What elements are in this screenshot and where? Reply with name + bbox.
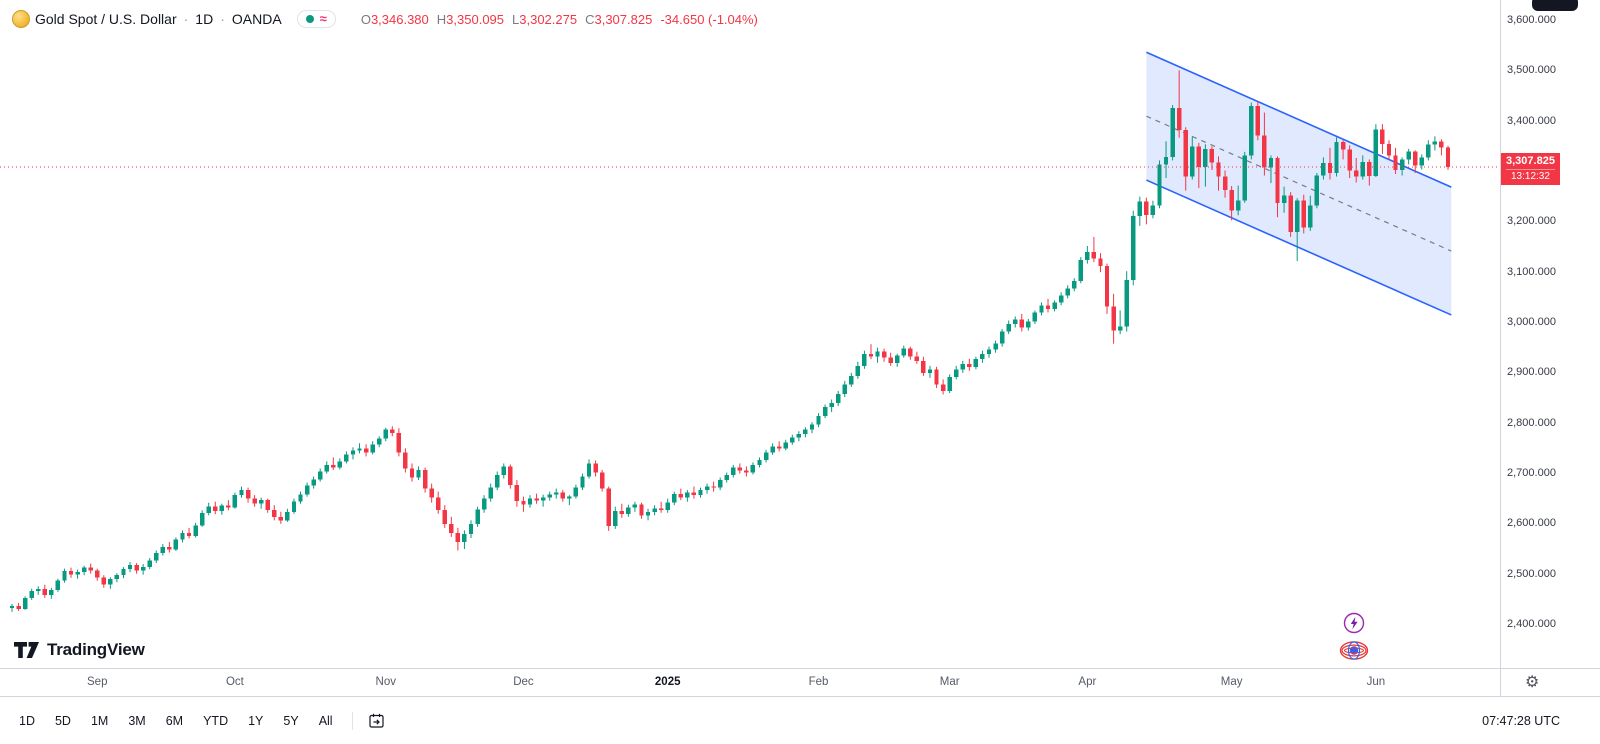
low-value: 3,302.275 [519,11,578,27]
market-open-dot-icon [305,15,314,23]
floating-widgets [1336,612,1372,666]
ohlc-readout: O 3,346.380 H 3,350.095 L 3,302.275 C 3,307.… [353,12,758,27]
time-axis-label: 2025 [654,676,681,688]
time-axis-label: Oct [225,676,244,688]
market-status-pill[interactable]: ≈ [296,10,336,28]
range-button-ytd[interactable]: YTD [203,713,229,728]
price-axis-label: 2,800.000 [1507,416,1556,429]
price-axis-label: 2,900.000 [1507,366,1556,379]
tradingview-logo-icon [14,642,39,658]
range-button-1y[interactable]: 1Y [248,713,264,728]
separator-dot: · [220,11,225,27]
high-value: 3,350.095 [446,11,505,27]
time-axis-label: May [1220,676,1243,688]
time-axis-label: Apr [1078,676,1097,688]
broker-globe-icon[interactable] [1339,640,1369,666]
toolbar-divider [351,711,353,730]
tradingview-logo[interactable]: TradingView [14,640,145,660]
candlestick-series [9,70,1451,612]
low-label: L [512,11,520,27]
price-axis-label: 3,200.000 [1507,215,1556,228]
time-axis-label: Mar [939,676,960,688]
open-value: 3,346.380 [370,11,429,27]
range-button-all[interactable]: All [318,713,333,728]
time-axis-label: Sep [87,676,108,688]
price-axis-label: 2,400.000 [1507,618,1556,630]
change-value: -34.650 (-1.04%) [660,11,758,27]
chart-pane[interactable]: Gold Spot / U.S. Dollar · 1D · OANDA ≈ O… [0,0,1500,668]
quick-trade-lightning-icon[interactable] [1343,612,1365,639]
interval-label[interactable]: 1D [195,11,214,27]
price-axis-label: 3,600.000 [1507,14,1556,26]
price-axis[interactable]: 2,400.000 2,500.000 2,600.000 2,700.000 2,80… [1500,0,1600,668]
price-axis-label: 3,000.000 [1507,316,1556,328]
bottom-toolbar: 1D 5D 1M 3M 6M YTD 1Y 5Y All 07:47:28 UT… [0,696,1600,744]
symbol-legend: Gold Spot / U.S. Dollar · 1D · OANDA ≈ O… [12,10,758,28]
range-button-1m[interactable]: 1M [90,713,109,728]
time-axis-label: Jun [1366,676,1386,688]
range-button-5y[interactable]: 5Y [283,713,299,728]
tradingview-logo-text: TradingView [47,640,145,659]
close-value: 3,307.825 [594,11,653,27]
price-axis-label: 3,500.000 [1507,64,1556,77]
delayed-data-icon: ≈ [319,11,327,26]
last-price-label: 3,307.825 13:12:32 [1501,153,1560,186]
time-axis-label: Dec [513,676,534,688]
axis-corner: ⚙ [1500,669,1600,696]
open-label: O [360,11,371,27]
price-axis-label: 3,400.000 [1507,114,1556,127]
bar-close-countdown: 13:12:32 [1506,169,1555,183]
price-axis-label: 3,100.000 [1507,265,1556,278]
last-price-value: 3,307.825 [1506,155,1555,168]
close-label: C [585,11,595,27]
time-axis[interactable]: Sep Oct Nov Dec 2025 Feb Mar Apr May Jun [0,669,1500,696]
parallel-channel-drawing[interactable] [1146,51,1452,316]
gold-coin-icon [12,10,30,28]
separator-dot: · [183,11,189,27]
range-button-5d[interactable]: 5D [54,713,71,728]
symbol-title[interactable]: Gold Spot / U.S. Dollar [35,11,177,27]
range-button-1d[interactable]: 1D [19,713,35,728]
range-button-6m[interactable]: 6M [165,713,184,728]
time-axis-label: Feb [808,676,829,688]
range-button-3m[interactable]: 3M [128,713,146,728]
chart-settings-gear-icon[interactable]: ⚙ [1525,673,1540,691]
price-chart-canvas[interactable] [0,0,1500,668]
price-axis-label: 2,500.000 [1507,567,1556,580]
go-to-date-icon[interactable] [368,713,386,729]
exchange-label[interactable]: OANDA [231,11,282,27]
high-label: H [436,11,447,27]
top-right-widget[interactable] [1532,0,1578,11]
clock-utc[interactable]: 07:47:28 UTC [1482,713,1560,728]
time-axis-label: Nov [375,676,396,688]
price-axis-label: 2,700.000 [1507,467,1556,479]
price-axis-label: 2,600.000 [1507,517,1556,530]
